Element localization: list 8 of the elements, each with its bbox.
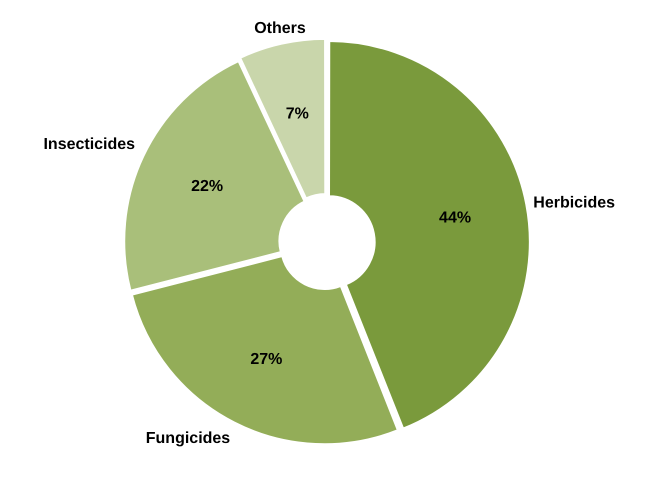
data-label: 7%	[286, 106, 309, 123]
data-label: 22%	[191, 178, 224, 195]
slice-label: Insecticides	[43, 136, 136, 154]
slice-label: Herbicides	[533, 194, 616, 212]
slice-label: Fungicides	[146, 430, 230, 447]
slice-label: Others	[254, 20, 306, 37]
data-label: 44%	[439, 209, 472, 226]
data-label: 27%	[250, 350, 282, 368]
